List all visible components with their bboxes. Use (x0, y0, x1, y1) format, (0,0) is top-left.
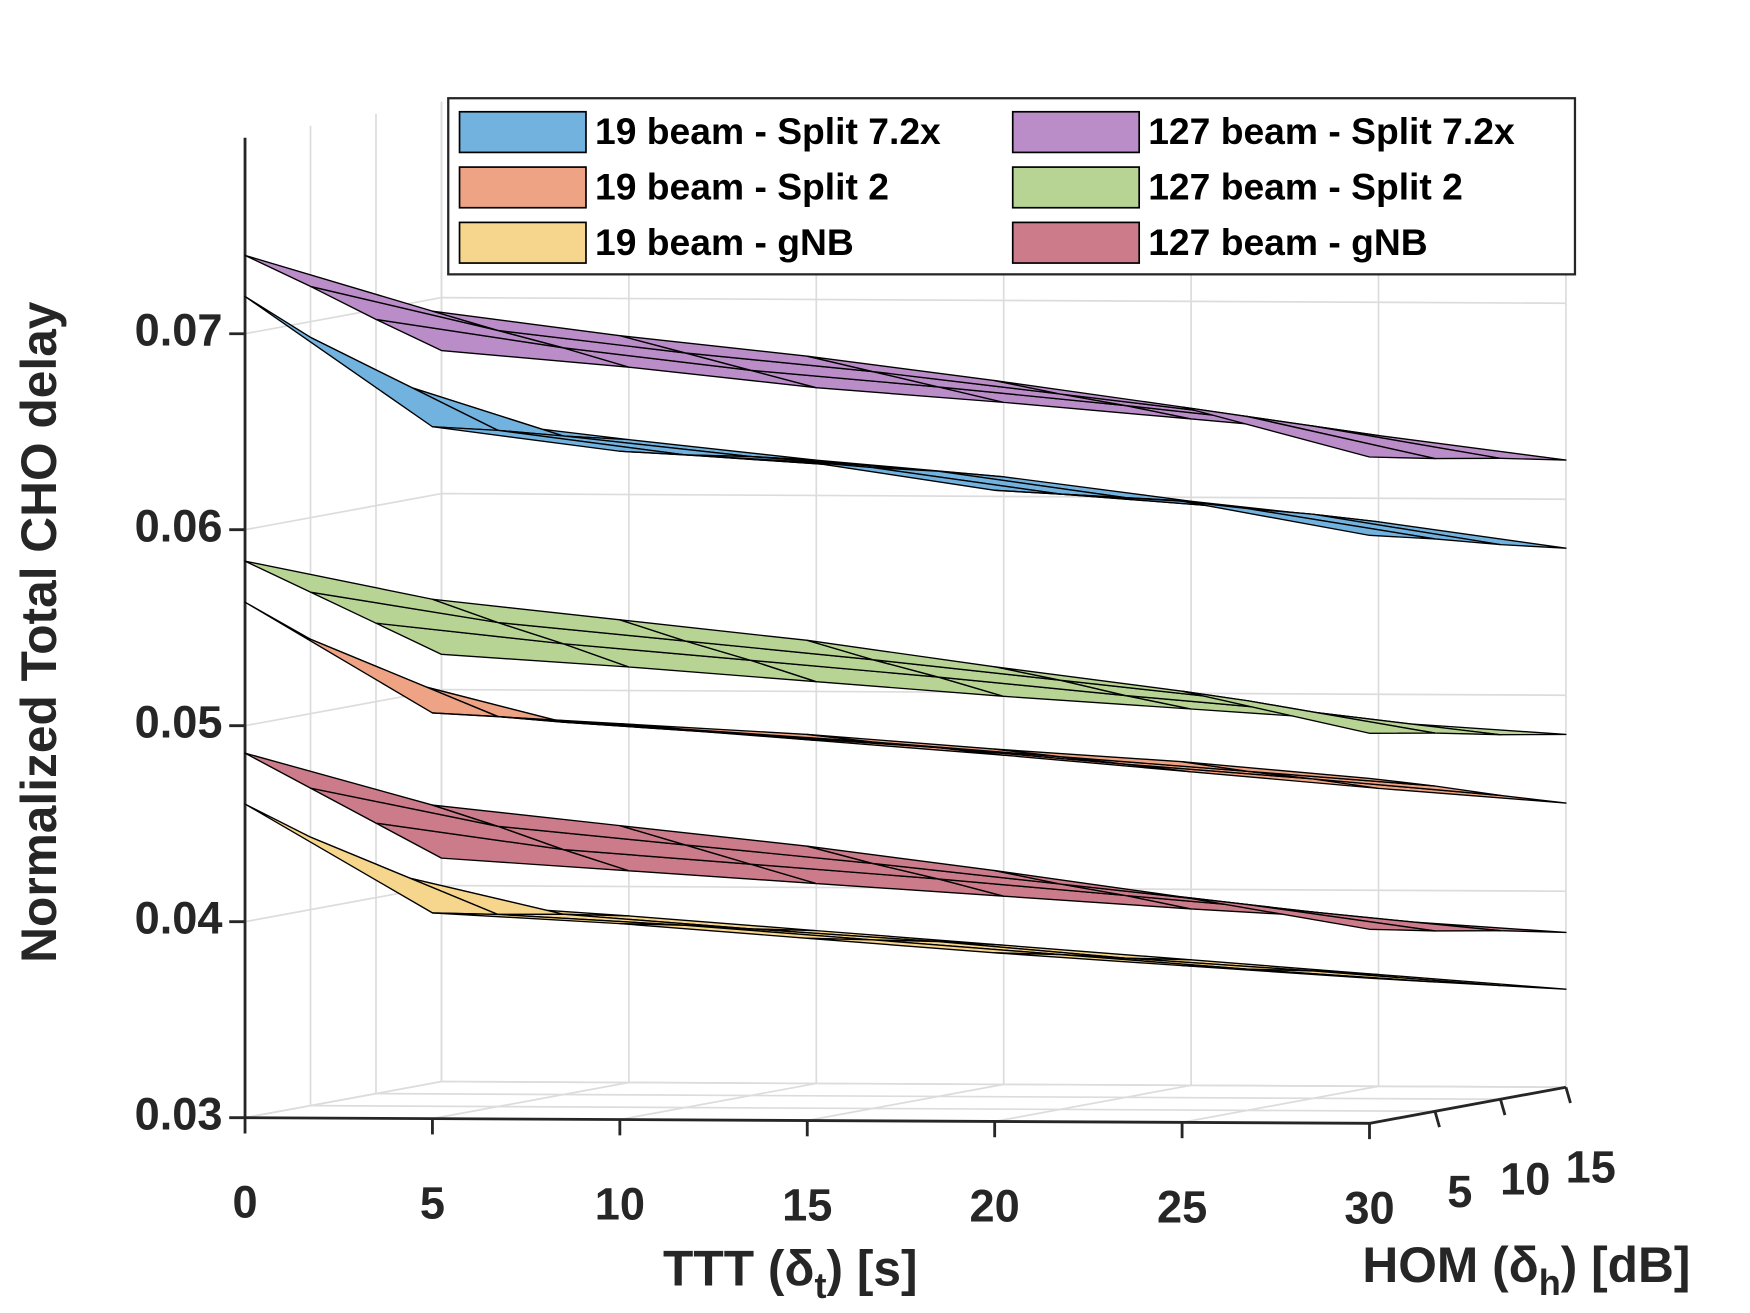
legend-swatch (1011, 110, 1141, 154)
z-tick-label: 0.07 (135, 305, 223, 356)
legend-label: 127 beam - gNB (1148, 221, 1427, 263)
x-tick-label: 25 (1157, 1181, 1207, 1232)
z-axis-label: Normalized Total CHO delay (11, 301, 67, 963)
surface-cell (806, 461, 1061, 495)
grid-line (310, 1104, 1435, 1113)
legend-swatch (458, 221, 587, 264)
surface-cell (1181, 896, 1436, 932)
surface (244, 752, 1567, 934)
legend: 19 beam - Split 7.2x 19 beam - Split 2 19 … (447, 97, 1577, 276)
z-tick-label: 0.06 (135, 501, 223, 552)
y-label-part: HOM (δ (1362, 1237, 1538, 1293)
surface-cell (806, 733, 1061, 758)
x-axis-label: TTT (δt) [s] (663, 1240, 918, 1305)
surface (244, 803, 1567, 990)
x-label-part: TTT (δ (663, 1240, 814, 1296)
grid-line (994, 1084, 1192, 1123)
surface-cell (1181, 406, 1436, 460)
surface-cell (1181, 690, 1436, 734)
z-tick-label: 0.04 (135, 893, 223, 944)
x-tick-label: 5 (420, 1178, 445, 1229)
x-label-part: ) [s] (827, 1240, 918, 1296)
legend-swatch (458, 166, 587, 209)
legend-label: 19 beam - gNB (595, 221, 854, 263)
x-tick-label: 15 (782, 1179, 832, 1230)
legend-box (447, 97, 1577, 276)
grid-line (375, 1092, 1501, 1101)
grid-line (244, 1080, 1566, 1119)
tick-mark (1433, 1110, 1441, 1128)
y-label-sub: h (1539, 1261, 1561, 1302)
grid-line (807, 1083, 1004, 1122)
surface-cell (619, 722, 874, 743)
surface (244, 295, 1567, 549)
z-tick-label: 0.03 (135, 1089, 223, 1140)
tick-mark (1564, 1086, 1572, 1104)
legend-swatch (1011, 166, 1141, 209)
y-tick-label: 5 (1447, 1166, 1472, 1217)
surface (244, 254, 1567, 461)
surface (244, 560, 1567, 736)
surface-cell (497, 429, 752, 458)
surface-cell (1181, 500, 1436, 540)
surface-cell (1246, 507, 1502, 546)
axis-line (1369, 1085, 1567, 1125)
z-tick-label: 0.05 (135, 697, 223, 748)
x-label-sub: t (815, 1265, 827, 1306)
y-tick-label: 10 (1500, 1154, 1550, 1205)
grid-line (1181, 1085, 1379, 1124)
legend-label: 127 beam - Split 2 (1148, 166, 1463, 208)
legend-swatch (1011, 221, 1141, 264)
x-tick-label: 30 (1344, 1182, 1394, 1233)
surface (244, 601, 1567, 804)
legend-swatch (458, 110, 587, 154)
y-label-part: ) [dB] (1561, 1237, 1691, 1293)
x-tick-label: 10 (595, 1179, 645, 1230)
legend-label: 127 beam - Split 7.2x (1148, 110, 1515, 152)
surface-cell (431, 712, 687, 730)
grid-line (244, 492, 1566, 531)
y-tick-label: 15 (1566, 1142, 1616, 1193)
surface-cell (1181, 761, 1436, 787)
tick-mark (1499, 1098, 1507, 1116)
y-axis-label: HOM (δh) [dB] (1362, 1237, 1690, 1302)
legend-label: 19 beam - Split 7.2x (595, 110, 941, 152)
grid-line (432, 1081, 630, 1120)
surface-cell (1181, 964, 1436, 983)
grid-line (244, 296, 1566, 335)
surface-cell (872, 466, 1127, 499)
x-tick-label: 20 (970, 1180, 1020, 1231)
grid-line (619, 1082, 817, 1121)
surface-cell (993, 748, 1249, 772)
x-tick-label: 0 (232, 1177, 257, 1228)
legend-label: 19 beam - Split 2 (595, 166, 889, 208)
